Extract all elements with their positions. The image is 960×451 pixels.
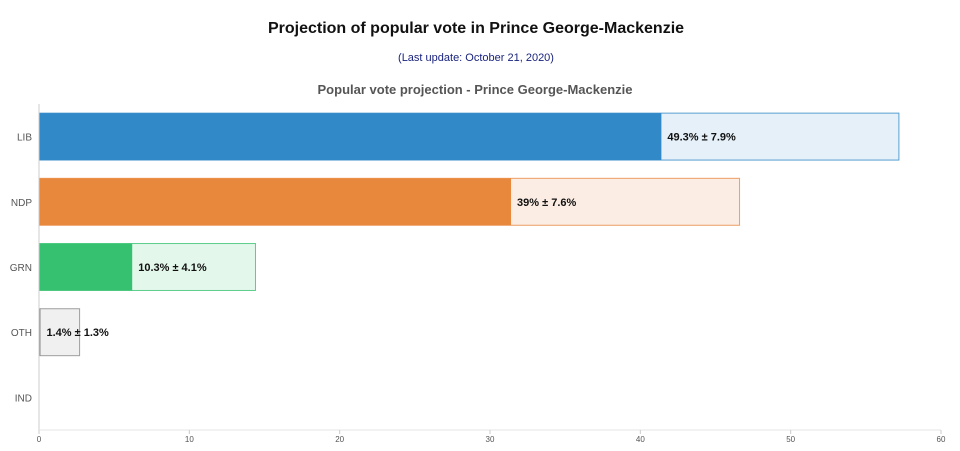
category-label: GRN <box>10 263 32 274</box>
data-label: 10.3% ± 4.1% <box>138 262 207 274</box>
bar <box>39 178 512 226</box>
page-title: Projection of popular vote in Prince Geo… <box>267 20 685 37</box>
chart-title: Popular vote projection - Prince George-… <box>318 82 633 97</box>
bar <box>39 308 41 356</box>
x-tick-label: 0 <box>37 435 42 444</box>
bars-layer: 49.3% ± 7.9% 39% ± 7.6% 10.3% ± 4.1% 1.4% ±… <box>39 112 900 357</box>
category-label: OTH <box>11 328 32 339</box>
x-tick-label: 40 <box>636 435 645 444</box>
x-tick-label: 20 <box>335 435 344 444</box>
x-tick-label: 30 <box>486 435 495 444</box>
data-label: 49.3% ± 7.9% <box>667 132 736 144</box>
x-tick-label: 50 <box>786 435 795 444</box>
last-update-subtitle: (Last update: October 21, 2020) <box>398 52 554 64</box>
bar <box>39 243 133 291</box>
error-range-box <box>39 308 81 357</box>
category-label: NDP <box>11 198 32 209</box>
x-tick-label: 10 <box>185 435 194 444</box>
x-tick-label: 60 <box>937 435 946 444</box>
bar <box>39 113 662 161</box>
data-label: 1.4% ± 1.3% <box>47 327 110 339</box>
axis-layer: 0 10 20 30 40 50 60 LIB NDP GRN OTH IND <box>10 104 946 444</box>
data-label: 39% ± 7.6% <box>517 197 576 209</box>
category-label: LIB <box>17 133 32 144</box>
category-label: IND <box>15 393 32 404</box>
